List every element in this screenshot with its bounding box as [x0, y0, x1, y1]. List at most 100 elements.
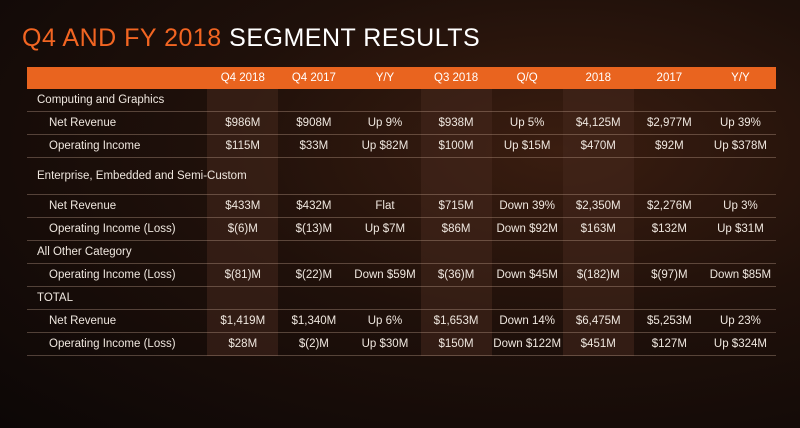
table-cell	[349, 286, 421, 310]
table-header-row: Q4 2018 Q4 2017 Y/Y Q3 2018 Q/Q 2018 201…	[27, 67, 776, 89]
table-row: Operating Income (Loss) $(81)M $(22)M Down …	[27, 263, 776, 287]
row-label: Operating Income (Loss)	[27, 263, 208, 287]
table-cell: $1,340M	[278, 309, 350, 333]
table-cell	[420, 240, 492, 264]
table-cell: Up $31M	[704, 217, 776, 241]
table-cell: Flat	[349, 194, 421, 218]
table-cell	[420, 157, 492, 195]
header-cell-yy-annual: Y/Y	[704, 67, 776, 89]
table-cell	[633, 89, 705, 112]
header-cell-q4-2017: Q4 2017	[278, 67, 350, 89]
title-rest: SEGMENT RESULTS	[221, 24, 481, 52]
header-cell-yy: Y/Y	[349, 67, 421, 89]
table-cell: $115M	[207, 134, 279, 158]
table-cell: $6,475M	[562, 309, 634, 333]
table-cell: $92M	[633, 134, 705, 158]
table-cell	[491, 89, 563, 112]
table-cell: $2,977M	[633, 111, 705, 135]
table-cell: $908M	[278, 111, 350, 135]
table-cell	[349, 89, 421, 112]
table-cell: $715M	[420, 194, 492, 218]
table-cell: $451M	[562, 332, 634, 356]
table-cell	[633, 157, 705, 195]
table-cell: Up $324M	[704, 332, 776, 356]
table-cell	[207, 240, 279, 264]
table-cell: Up 6%	[349, 309, 421, 333]
table-cell: $132M	[633, 217, 705, 241]
row-label: Operating Income (Loss)	[27, 332, 208, 356]
table-cell: Up 39%	[704, 111, 776, 135]
table-cell: $163M	[562, 217, 634, 241]
table-cell: Down $59M	[349, 263, 421, 287]
header-cell-2018: 2018	[562, 67, 634, 89]
table-body: Computing and Graphics Net Revenue $986M $9…	[27, 89, 776, 356]
table-cell: $986M	[207, 111, 279, 135]
table-cell	[491, 157, 563, 195]
table-cell: Down $85M	[704, 263, 776, 287]
table-cell: $433M	[207, 194, 279, 218]
row-label: Enterprise, Embedded and Semi-Custom	[27, 157, 247, 195]
table-cell: $5,253M	[633, 309, 705, 333]
table-cell	[207, 286, 279, 310]
table-cell: Up $82M	[349, 134, 421, 158]
table-cell	[562, 286, 634, 310]
table-cell	[207, 89, 279, 112]
table-cell: $470M	[562, 134, 634, 158]
table-cell: $2,350M	[562, 194, 634, 218]
table-cell	[278, 240, 350, 264]
table-cell: Up 23%	[704, 309, 776, 333]
table-cell: Down $45M	[491, 263, 563, 287]
row-label: Net Revenue	[27, 111, 208, 135]
table-cell: $1,653M	[420, 309, 492, 333]
table-cell: Down 39%	[491, 194, 563, 218]
table-cell	[207, 157, 279, 195]
slide-title: Q4 AND FY 2018 SEGMENT RESULTS	[22, 24, 480, 53]
table-row: Operating Income (Loss) $28M $(2)M Up $30M $…	[27, 332, 776, 356]
table-row: All Other Category	[27, 240, 776, 264]
table-row: Enterprise, Embedded and Semi-Custom	[27, 157, 776, 195]
table-cell	[633, 286, 705, 310]
table-cell	[704, 286, 776, 310]
table-row: Net Revenue $433M $432M Flat $715M Down 39% $2…	[27, 194, 776, 218]
table-cell	[349, 240, 421, 264]
table-cell	[491, 240, 563, 264]
table-cell: Up $7M	[349, 217, 421, 241]
table-cell	[562, 240, 634, 264]
table-cell: $(2)M	[278, 332, 350, 356]
table-cell: Up 9%	[349, 111, 421, 135]
table-cell: $33M	[278, 134, 350, 158]
row-label: Net Revenue	[27, 309, 208, 333]
table-cell: $2,276M	[633, 194, 705, 218]
table-row: Operating Income (Loss) $(6)M $(13)M Up $7M…	[27, 217, 776, 241]
table-cell: $(182)M	[562, 263, 634, 287]
table-cell: $28M	[207, 332, 279, 356]
table-cell: $(36)M	[420, 263, 492, 287]
table-cell: $(81)M	[207, 263, 279, 287]
table-cell: $127M	[633, 332, 705, 356]
table-cell	[704, 89, 776, 112]
table-cell	[704, 157, 776, 195]
table-cell: $432M	[278, 194, 350, 218]
title-accent: Q4 AND FY 2018	[22, 24, 222, 52]
table-cell: $1,419M	[207, 309, 279, 333]
table-cell	[278, 157, 350, 195]
header-cell-2017: 2017	[633, 67, 705, 89]
table-cell	[278, 286, 350, 310]
table-row: Computing and Graphics	[27, 89, 776, 112]
table-cell	[633, 240, 705, 264]
table-cell: Up $378M	[704, 134, 776, 158]
row-label: TOTAL	[27, 286, 208, 310]
table-cell: Up 5%	[491, 111, 563, 135]
table-cell: $(6)M	[207, 217, 279, 241]
table-cell: Down 14%	[491, 309, 563, 333]
table-row: Operating Income $115M $33M Up $82M $100M Up …	[27, 134, 776, 158]
table-cell	[420, 89, 492, 112]
segment-results-table: Q4 2018 Q4 2017 Y/Y Q3 2018 Q/Q 2018 201…	[27, 67, 776, 356]
table-cell: $4,125M	[562, 111, 634, 135]
table-cell: Up 3%	[704, 194, 776, 218]
table-cell	[704, 240, 776, 264]
table-cell: $938M	[420, 111, 492, 135]
row-label: Net Revenue	[27, 194, 208, 218]
table-cell	[562, 89, 634, 112]
table-cell	[562, 157, 634, 195]
